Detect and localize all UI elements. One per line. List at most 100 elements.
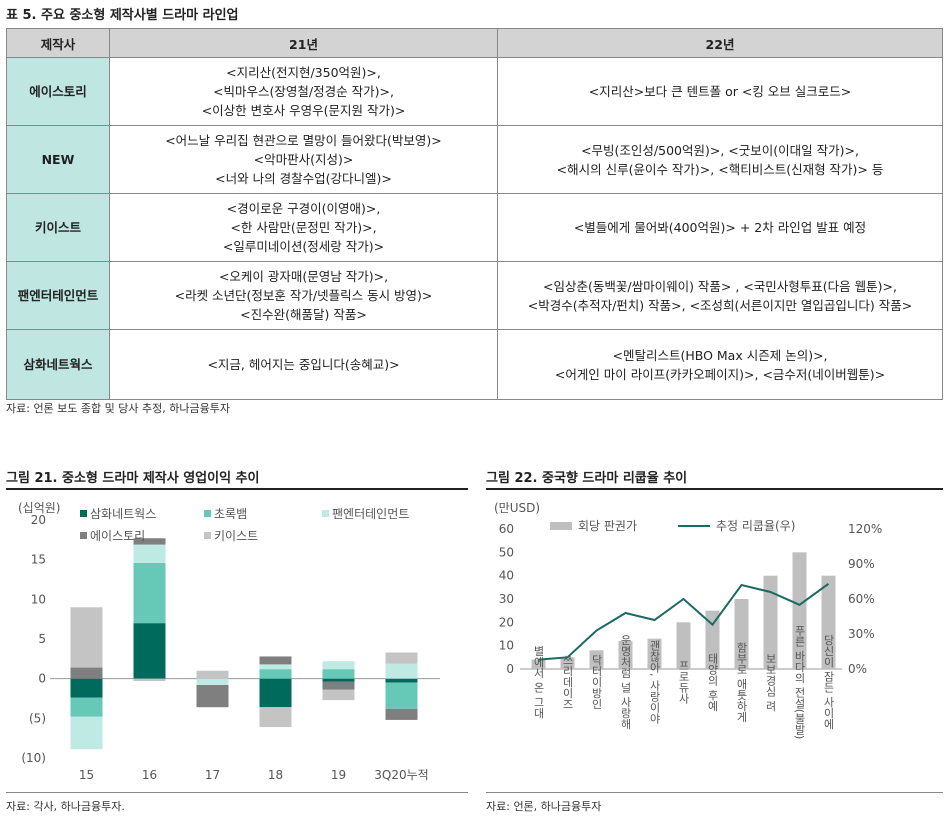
x-tick-label: 프로듀사 [677, 660, 690, 704]
legend-swatch [80, 532, 87, 539]
bar-1-0 [70, 697, 103, 717]
bar-0-1 [133, 623, 166, 679]
lineup-line: <해시의 신루(윤이수 작가)>, <핵티비스트(신재형 작가)> 등 [556, 161, 884, 177]
legend-swatch [80, 510, 87, 517]
bar-4-3 [259, 707, 292, 728]
lineup-line: <어느날 우리집 현관으로 멸망이 들어왔다(박보영)> [165, 133, 442, 148]
x-tick-label: 닥터이방인 [590, 654, 603, 709]
bar-2-5 [385, 663, 418, 679]
lineup-line: <이상한 변호사 우영우(문지원 작가)> [201, 103, 406, 118]
y-axis-label: (십억원) [18, 501, 60, 515]
bar-2-2 [196, 678, 229, 686]
lineup-2022-cell: <지리산>보다 큰 텐트폴 or <킹 오브 실크로드> [497, 57, 943, 126]
lineup-line: <어게인 마이 라이프(카카오페이지)>, <금수저(네이버웹툰)> [554, 366, 886, 382]
bar-6 [705, 610, 720, 669]
bar-7 [734, 599, 749, 669]
lineup-line: <멘탈리스트(HBO Max 시즌제 논의)>, [612, 347, 828, 363]
lineup-2021-cell: <어느날 우리집 현관으로 멸망이 들어왔다(박보영)> <악마판사(지성)> <너… [109, 125, 498, 194]
lineup-2021-cell: <오케이 광자매(문영남 작가)>, <라켓 소년단(정보훈 작가/넷플릭스 동시… [109, 261, 498, 330]
legend-label-bar: 회당 판권가 [578, 519, 637, 533]
bar-5 [676, 622, 691, 669]
bar-3-1 [133, 538, 166, 545]
fig21-bottom-rule [6, 792, 468, 793]
legend-label-line: 추정 리쿱율(우) [716, 519, 795, 533]
company-cell: 팬엔터테인먼트 [6, 261, 110, 330]
y-tick-label: 60 [499, 522, 514, 536]
lineup-line: <경이로운 구경이(이영애)>, [226, 201, 381, 216]
bar-1 [560, 657, 575, 669]
company-cell: 에이스토리 [6, 57, 110, 126]
lineup-line: <오케이 광자매(문영남 작가)>, [218, 269, 389, 284]
table-row: 팬엔터테인먼트 <오케이 광자매(문영남 작가)>, <라켓 소년단(정보훈 작가/… [6, 261, 943, 330]
x-tick-label: 19 [331, 768, 346, 782]
lineup-line: <진수완(해품달) 작품> [240, 307, 367, 322]
y-tick-label: 10 [499, 639, 514, 653]
lineup-2021-cell: <지금, 헤어지는 중입니다(송혜교)> [109, 329, 498, 400]
bar-9 [792, 552, 807, 669]
lineup-line: <한 사람만(문정민 작가)>, [230, 220, 377, 235]
lineup-line: <무빙(조인성/500억원)>, <굿보이(이대일 작가)>, [581, 142, 859, 158]
y-tick-label: 30 [499, 592, 514, 606]
x-tick-label: 17 [205, 768, 220, 782]
lineup-2021-cell: <지리산(전지현/350억원)>, <빅마우스(장영철/정경순 작가)>, <이상한… [109, 57, 498, 126]
bar-2-0 [70, 716, 103, 750]
company-cell: NEW [6, 125, 110, 194]
fig21-title-rule [6, 488, 468, 490]
company-cell: 삼화네트웍스 [6, 329, 110, 400]
table-row: 에이스토리 <지리산(전지현/350억원)>, <빅마우스(장영철/정경순 작가)>… [6, 57, 943, 126]
bar-4 [647, 638, 662, 669]
lineup-2022-cell: <멘탈리스트(HBO Max 시즌제 논의)>, <어게인 마이 라이프(카카오페… [497, 329, 943, 400]
x-tick-label: 별에서 온 그대 [532, 645, 545, 718]
bar-4-4 [322, 689, 355, 701]
x-tick-label: 함부로 애틋하게 [735, 641, 748, 722]
bar-2-4 [322, 661, 355, 670]
y-axis-label: (만USD) [494, 501, 540, 515]
x-tick-label: 당신이 잠든 사이에 [822, 634, 835, 730]
table-row: NEW <어느날 우리집 현관으로 멸망이 들어왔다(박보영)> <악마판사(지성)… [6, 125, 943, 194]
y2-tick-label: 30% [848, 627, 875, 641]
bar-3-0 [70, 667, 103, 679]
lineup-line: <지리산>보다 큰 텐트폴 or <킹 오브 실크로드> [588, 84, 852, 99]
x-tick-label: 보보경심 려 [764, 652, 777, 711]
bar-2-3 [259, 664, 292, 670]
y-tick-label: 10 [31, 592, 46, 606]
y2-tick-label: 60% [848, 592, 875, 606]
lineup-line: <지리산(전지현/350억원)>, [226, 65, 381, 80]
legend-swatch [204, 532, 211, 539]
y-tick-label: 5 [38, 632, 46, 646]
lineup-line: <빅마우스(장영철/정경순 작가)>, [213, 84, 394, 99]
y2-tick-label: 90% [848, 557, 875, 571]
fig22-source: 자료: 언론, 하나금융투자 [486, 800, 602, 813]
recoup-line [538, 583, 830, 661]
bar-8 [763, 575, 778, 669]
bar-0-0 [70, 678, 103, 698]
y-tick-label: 0 [506, 662, 514, 676]
bar-2 [589, 650, 604, 669]
lineup-2022-cell: <별들에게 물어봐(400억원)> + 2차 라인업 발표 예정 [497, 193, 943, 262]
fig22-bottom-rule [486, 792, 943, 793]
bar-4-1 [133, 678, 166, 682]
bar-1-3 [259, 669, 292, 679]
bar-10 [821, 575, 836, 669]
lineup-line: <지금, 헤어지는 중입니다(송혜교)> [207, 357, 400, 372]
bar-0 [531, 659, 546, 669]
bar-3-3 [259, 656, 292, 665]
bar-4-0 [70, 607, 103, 668]
fig21-title: 그림 21. 중소형 드라마 제작사 영업이익 추이 [6, 471, 260, 486]
bar-4-5 [385, 652, 418, 664]
bar-4-2 [196, 670, 229, 679]
legend-label: 에이스토리 [90, 529, 145, 543]
y-tick-label: 20 [499, 615, 514, 629]
legend-swatch [322, 510, 329, 517]
header-2022: 22년 [497, 28, 943, 58]
y2-tick-label: 120% [848, 522, 882, 536]
table-title: 표 5. 주요 중소형 제작사별 드라마 라인업 [6, 8, 239, 23]
lineup-line: <라켓 소년단(정보훈 작가/넷플릭스 동시 방영)> [174, 288, 433, 303]
fig22-title: 그림 22. 중국향 드라마 리쿱율 추이 [486, 471, 688, 486]
y-tick-label: (10) [21, 751, 46, 765]
y-tick-label: 20 [31, 513, 46, 527]
x-tick-label: 운명처럼 널 사랑해 [619, 634, 632, 730]
table-source: 자료: 언론 보도 종합 및 당사 추정, 하나금융투자 [6, 402, 230, 415]
legend-label: 삼화네트웍스 [90, 507, 156, 521]
x-tick-label: 16 [142, 768, 157, 782]
